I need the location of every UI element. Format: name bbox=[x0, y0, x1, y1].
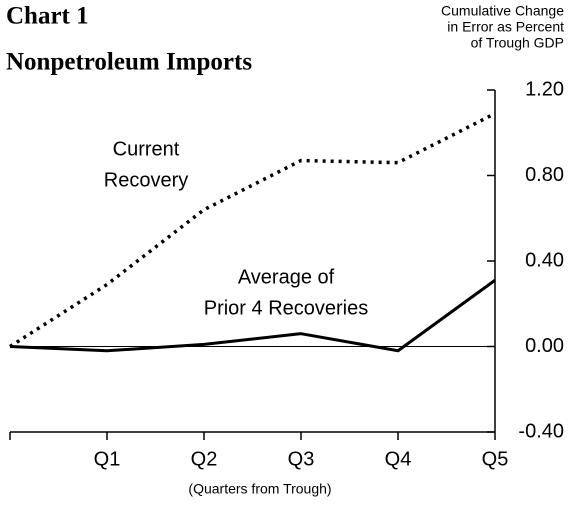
x-tick-label: Q5 bbox=[482, 448, 509, 470]
y-tick-label: 0.00 bbox=[525, 335, 564, 357]
series-line bbox=[9, 279, 496, 353]
y-axis-label: of Trough GDP bbox=[471, 35, 564, 51]
series-label: Recovery bbox=[104, 169, 188, 191]
y-tick-label: 0.80 bbox=[525, 164, 564, 186]
y-tick-label: 0.40 bbox=[525, 249, 564, 271]
x-tick-label: Q4 bbox=[385, 448, 412, 470]
y-tick-label: -0.40 bbox=[518, 420, 564, 442]
x-tick-label: Q2 bbox=[191, 448, 218, 470]
chart-title: Chart 1 bbox=[6, 3, 89, 30]
x-axis-label: (Quarters from Trough) bbox=[188, 481, 331, 497]
x-tick-label: Q3 bbox=[288, 448, 315, 470]
chart-subtitle: Nonpetroleum Imports bbox=[6, 49, 252, 76]
y-axis-label: in Error as Percent bbox=[447, 19, 564, 35]
series-label: Prior 4 Recoveries bbox=[204, 297, 369, 319]
x-tick-label: Q1 bbox=[94, 448, 121, 470]
series-label: Average of bbox=[238, 266, 335, 288]
series-label: Current bbox=[113, 138, 180, 160]
y-axis-label: Cumulative Change bbox=[441, 3, 564, 19]
y-tick-label: 1.20 bbox=[525, 78, 564, 100]
